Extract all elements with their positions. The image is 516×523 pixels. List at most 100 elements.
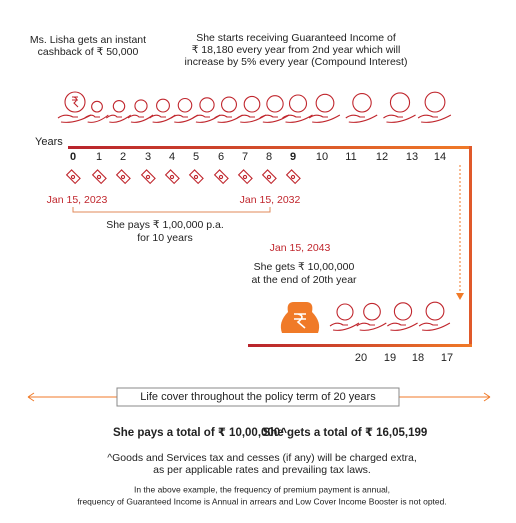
year-label: 12 [376, 151, 388, 163]
coin-icon [199, 97, 215, 113]
hand-icon [149, 114, 176, 123]
hand-icon [57, 114, 92, 123]
cashback-line: cashback of ₹ 50,000 [38, 46, 139, 58]
total-pays: She pays a total of ₹ 10,00,000^ [113, 427, 287, 439]
hand-icon [84, 114, 109, 123]
year-label: 10 [316, 151, 328, 163]
note-icon [285, 169, 301, 185]
arrow-head [456, 293, 464, 300]
money-bag [280, 302, 320, 333]
note-icon [169, 174, 175, 180]
coin-icon [288, 94, 308, 113]
gets-line: at the end of 20th year [251, 274, 357, 286]
hand-icon [259, 114, 290, 123]
year-label: 9 [290, 151, 296, 163]
income-line: increase by 5% every year (Compound Inte… [185, 56, 408, 68]
timeline [68, 146, 472, 149]
year-label: 2 [120, 151, 126, 163]
years-label: Years [35, 136, 63, 148]
timeline [469, 146, 472, 347]
year-label: 5 [193, 151, 199, 163]
year-label: 1 [96, 151, 102, 163]
total-gets: She gets a total of ₹ 16,05,199 [263, 427, 428, 439]
pays-line: She pays ₹ 1,00,000 p.a. [106, 219, 224, 231]
year-label: 3 [145, 151, 151, 163]
hand-icon [417, 114, 452, 123]
hand-icon [236, 114, 267, 123]
coin-icon [425, 301, 445, 321]
hand-icon [170, 114, 199, 123]
year-label: 14 [434, 151, 446, 163]
coin-icon [389, 92, 411, 113]
coin-icon [352, 93, 372, 113]
coin-icon [112, 100, 126, 113]
coin-icon [266, 95, 284, 113]
income-line: ₹ 18,180 every year from 2nd year which … [192, 44, 401, 56]
life-cover: Life cover throughout the policy term of… [140, 391, 376, 403]
income-line: She starts receiving Guaranteed Income o… [196, 32, 396, 44]
coin-icon [221, 96, 238, 113]
example-note: In the above example, the frequency of p… [134, 484, 390, 494]
coin-icon [336, 303, 354, 321]
note-icon [213, 169, 229, 185]
note-icon [261, 169, 277, 185]
note-icon [140, 169, 156, 185]
note-icon [218, 174, 224, 180]
hand-icon [105, 114, 132, 123]
year-label: 4 [169, 151, 175, 163]
coin-icon [393, 302, 413, 321]
note-icon [91, 169, 107, 185]
hand-icon [308, 114, 341, 123]
note-icon [266, 174, 272, 180]
hand-icon [127, 114, 154, 123]
year-label: 13 [406, 151, 418, 163]
note-icon [290, 174, 296, 180]
note-icon [96, 174, 102, 180]
bracket [72, 207, 271, 213]
example-note: frequency of Guaranteed Income is Annual… [77, 496, 447, 506]
coin-icon [91, 100, 103, 113]
maturity-date: Jan 15, 2043 [270, 242, 331, 254]
end-date: Jan 15, 2032 [240, 194, 301, 206]
coin-icon [134, 99, 148, 113]
rupee-icon [294, 313, 306, 329]
hand-icon [383, 114, 416, 123]
coin-icon [156, 98, 170, 113]
year-label: 11 [345, 151, 356, 163]
hand-icon [214, 114, 243, 123]
coin-icon [64, 91, 86, 113]
note-icon [145, 174, 151, 180]
year-label: 18 [412, 352, 424, 364]
note-icon [188, 169, 204, 185]
year-label: 8 [266, 151, 272, 163]
pays-line: for 10 years [137, 232, 192, 244]
year-label: 17 [441, 352, 453, 364]
cashback-line: Ms. Lisha gets an instant [30, 34, 146, 46]
rupee-icon [72, 96, 79, 108]
hand-icon [418, 322, 451, 331]
note-icon [164, 169, 180, 185]
tax-note: as per applicable rates and prevailing t… [153, 464, 371, 476]
year-label: 6 [218, 151, 224, 163]
note-icon [242, 174, 248, 180]
year-label: 19 [384, 352, 396, 364]
note-icon [115, 169, 131, 185]
coin-icon [315, 93, 335, 113]
year-label: 0 [70, 151, 76, 163]
coin-icon [177, 97, 193, 113]
hand-icon [387, 322, 418, 331]
tax-note: ^Goods and Services tax and cesses (if a… [107, 452, 417, 464]
gets-line: She gets ₹ 10,00,000 [254, 261, 355, 273]
note-icon [120, 174, 126, 180]
coin-icon [363, 302, 381, 321]
start-date: Jan 15, 2023 [47, 194, 108, 206]
hand-icon [282, 114, 313, 123]
coin-icon [243, 95, 261, 113]
cover-arrows [27, 392, 491, 402]
note-icon [70, 174, 76, 180]
hand-icon [192, 114, 221, 123]
year-label: 7 [242, 151, 248, 163]
hand-icon [329, 322, 360, 331]
cover-box [116, 387, 400, 407]
